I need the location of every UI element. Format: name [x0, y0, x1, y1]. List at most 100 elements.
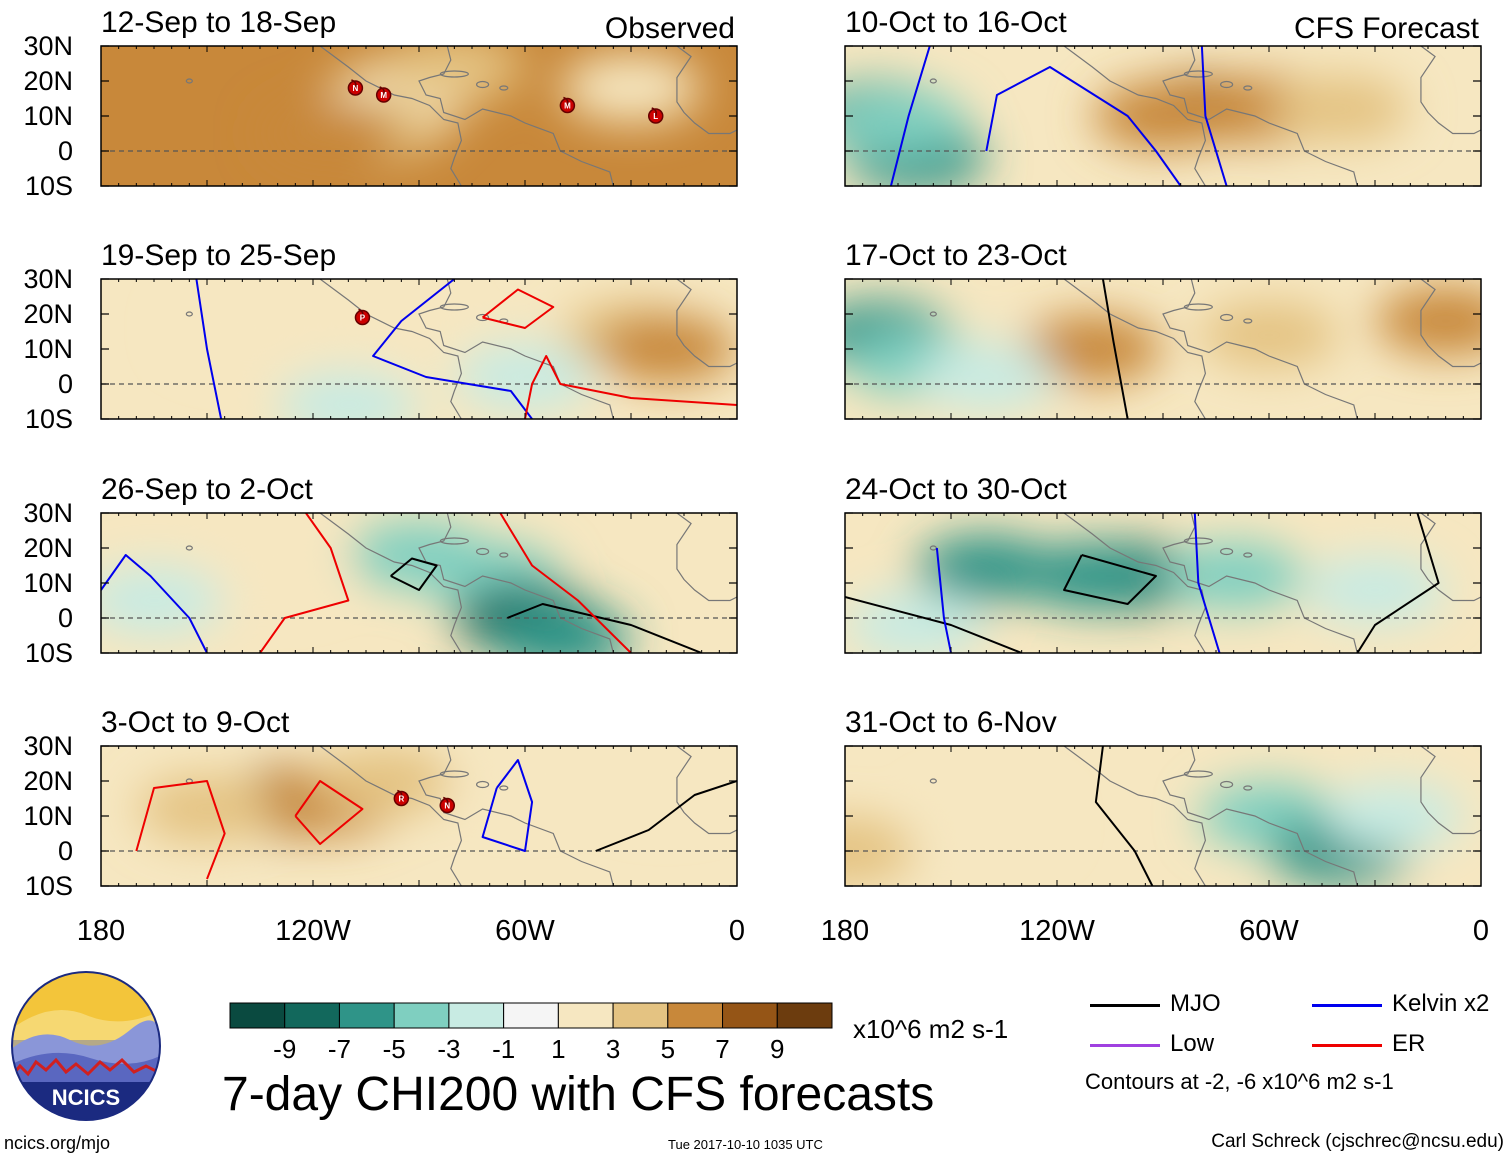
colorbar-swatch — [776, 1002, 833, 1029]
er-contour — [294, 780, 364, 845]
column-label: Observed — [605, 12, 735, 45]
kelvin-contour — [195, 279, 223, 419]
legend-line-mjo — [1090, 1004, 1160, 1007]
panel-field: N M M L — [101, 46, 737, 186]
island — [1243, 85, 1253, 91]
kelvin-contour — [1193, 513, 1221, 653]
storm-label: P — [360, 314, 366, 323]
anomaly-blob — [207, 531, 348, 600]
er-contour — [524, 355, 737, 419]
source-link[interactable]: ncics.org/mjo — [4, 1133, 111, 1153]
coast-line — [418, 513, 614, 653]
colorbar-tick-label: -3 — [437, 1034, 460, 1064]
anomaly-blob — [916, 343, 1057, 411]
storm-label: M — [564, 102, 571, 111]
island — [1183, 303, 1213, 311]
kelvin-contour — [935, 547, 952, 653]
island — [1243, 318, 1253, 324]
y-tick-label: 30N — [23, 731, 73, 761]
y-tick-label: 0 — [58, 369, 73, 399]
legend-label: MJO — [1170, 990, 1221, 1017]
colorbar-swatch — [503, 1002, 559, 1029]
colorbar-tick-label: -9 — [273, 1034, 296, 1064]
colorbar-swatch — [338, 1002, 395, 1029]
coast-line — [1420, 46, 1481, 135]
coastline — [929, 46, 1481, 186]
legend-label: Kelvin x2 — [1392, 990, 1490, 1017]
island — [1219, 80, 1234, 89]
colorbar-tick-label: 5 — [661, 1034, 675, 1064]
panel-3: 30N 20N 10N 0 10S 26-Sep to 2-Oct — [23, 473, 738, 668]
y-tick-label: 10S — [25, 404, 73, 434]
timestamp: Tue 2017-10-10 1035 UTC — [668, 1137, 823, 1152]
island — [1243, 552, 1253, 558]
island — [1183, 770, 1213, 778]
panel-field — [845, 46, 1481, 186]
y-tick-label: 20N — [23, 766, 73, 796]
ncics-logo: NCICS — [10, 970, 162, 1122]
colorbar-tick-label: -1 — [492, 1034, 515, 1064]
panel-title: 26-Sep to 2-Oct — [101, 473, 313, 506]
mjo-contour — [1101, 279, 1129, 419]
panel-title: 31-Oct to 6-Nov — [845, 706, 1057, 739]
coast-line — [1063, 46, 1207, 186]
panel-title: 12-Sep to 18-Sep — [101, 6, 336, 39]
er-contour — [259, 513, 350, 653]
credit: Carl Schreck (cjschrec@ncsu.edu) — [1211, 1131, 1504, 1152]
island — [476, 80, 490, 89]
island — [476, 780, 490, 789]
coast-line — [319, 746, 463, 886]
coast-line — [1063, 513, 1207, 653]
island — [499, 85, 509, 91]
island — [185, 311, 193, 317]
y-tick-label: 20N — [23, 66, 73, 96]
panel-title: 17-Oct to 23-Oct — [845, 239, 1067, 272]
contour-note: Contours at -2, -6 x10^6 m2 s-1 — [1085, 1069, 1394, 1094]
er-contour — [481, 288, 555, 329]
mjo-contour — [506, 603, 703, 653]
island — [476, 313, 490, 322]
panel-field — [101, 513, 737, 653]
x-tick-label: 120W — [275, 915, 351, 947]
anomaly-blob — [1269, 75, 1410, 143]
coast-line — [676, 279, 737, 368]
anomaly-blob — [1199, 301, 1339, 369]
coast-line — [676, 46, 737, 135]
anomaly-blob — [845, 817, 915, 885]
y-tick-label: 0 — [58, 836, 73, 866]
er-contour — [499, 513, 632, 653]
island — [499, 552, 509, 558]
mjo-contour — [390, 557, 438, 591]
x-axes-layer: 180 120W 60W 0 180 120W 60W 0 — [77, 915, 1489, 947]
colorbar-tick-label: 1 — [551, 1034, 565, 1064]
island — [499, 785, 509, 791]
island — [1219, 780, 1234, 789]
colorbar-swatch — [448, 1002, 505, 1029]
y-tick-label: 10S — [25, 638, 73, 668]
anomaly-blob — [1375, 287, 1481, 355]
colorbar-swatch — [284, 1002, 340, 1029]
anomaly-blob — [313, 287, 454, 355]
island — [1183, 537, 1213, 545]
colorbar-swatch — [393, 1002, 450, 1029]
anomaly-blob — [278, 371, 419, 419]
er-contour — [135, 780, 226, 880]
coast-line — [676, 513, 737, 602]
panel-title: 19-Sep to 25-Sep — [101, 239, 336, 272]
colorbar-swatch — [667, 1002, 724, 1029]
storm-icon: N — [439, 796, 456, 814]
island — [439, 537, 469, 545]
coastline — [185, 46, 737, 186]
anomaly-blob — [596, 315, 737, 383]
x-tick-label: 180 — [821, 915, 869, 947]
panel-7: 24-Oct to 30-Oct — [844, 473, 1482, 654]
island — [1183, 70, 1213, 78]
island — [476, 547, 490, 556]
mjo-contour — [1094, 746, 1154, 886]
colorbar-swatch — [557, 1002, 614, 1029]
anomaly-blob — [1163, 542, 1304, 610]
y-tick-label: 30N — [23, 264, 73, 294]
y-tick-label: 10N — [23, 801, 73, 831]
anomaly-blob — [1093, 82, 1233, 150]
y-tick-label: 0 — [58, 603, 73, 633]
